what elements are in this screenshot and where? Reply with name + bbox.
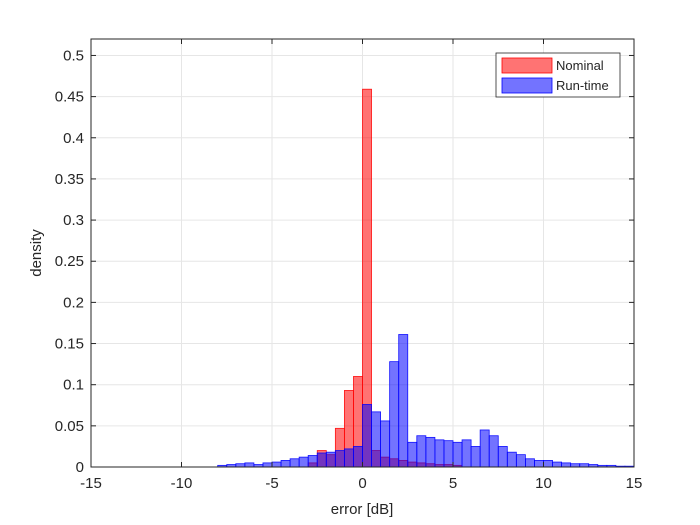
bar — [316, 452, 327, 468]
y-tick-label: 0.45 — [55, 89, 84, 106]
bar — [280, 460, 291, 468]
y-tick-label: 0.2 — [63, 294, 84, 311]
bar — [479, 429, 490, 468]
y-tick-label: 0.25 — [55, 253, 84, 270]
bar — [371, 411, 381, 468]
y-tick-label: 0.1 — [63, 377, 84, 394]
bar — [343, 448, 354, 468]
x-tick-label: 0 — [358, 475, 366, 492]
x-axis-label: error [dB] — [331, 501, 394, 518]
legend-swatch-run-time — [501, 77, 553, 94]
y-tick-label: 0.5 — [63, 47, 84, 64]
bar — [389, 361, 400, 468]
bar — [443, 440, 454, 468]
bar — [543, 460, 553, 468]
x-tick-label: 10 — [535, 475, 552, 492]
y-tick-label: 0 — [76, 459, 84, 476]
y-axis-label: density — [28, 229, 45, 277]
bar — [497, 446, 508, 468]
bar — [534, 460, 544, 468]
bar — [525, 458, 535, 468]
legend-label-nominal: Nominal — [556, 58, 604, 73]
y-tick-label: 0.3 — [63, 212, 84, 229]
legend: Nominal Run-time — [495, 52, 621, 98]
x-tick-labels: -15 -10 -5 0 5 10 15 — [80, 475, 642, 492]
bar — [488, 435, 499, 468]
bar — [552, 461, 562, 468]
bar — [398, 334, 409, 468]
y-tick-label: 0.15 — [55, 336, 84, 353]
bar — [307, 455, 318, 468]
x-tick-label: 15 — [626, 475, 643, 492]
bar — [298, 456, 309, 468]
bar — [380, 420, 391, 468]
x-tick-label: -10 — [171, 475, 193, 492]
bar — [425, 436, 436, 468]
bar — [262, 462, 273, 468]
y-tick-labels: 0 0.05 0.1 0.15 0.2 0.25 0.3 0.35 0.4 0.45 0.5 — [55, 47, 84, 476]
bar — [452, 441, 463, 468]
bar — [407, 441, 418, 468]
x-tick-label: -15 — [80, 475, 102, 492]
bar — [289, 458, 300, 468]
y-tick-label: 0.05 — [55, 418, 84, 435]
bar — [470, 446, 481, 468]
bar — [353, 446, 363, 468]
x-tick-label: -5 — [265, 475, 278, 492]
legend-label-run-time: Run-time — [556, 78, 609, 93]
ticks — [90, 39, 635, 468]
bar — [362, 404, 372, 468]
bar — [506, 451, 517, 468]
bar — [515, 454, 526, 468]
bar — [561, 462, 572, 468]
y-tick-label: 0.4 — [63, 130, 84, 147]
bar — [244, 462, 255, 468]
bar — [416, 435, 427, 468]
bar — [325, 451, 336, 468]
legend-swatch-nominal — [501, 57, 553, 74]
bar — [271, 461, 282, 468]
bar — [461, 439, 472, 468]
x-tick-label: 5 — [449, 475, 457, 492]
bar — [434, 439, 445, 468]
y-tick-label: 0.35 — [55, 171, 84, 188]
bar — [334, 450, 345, 468]
